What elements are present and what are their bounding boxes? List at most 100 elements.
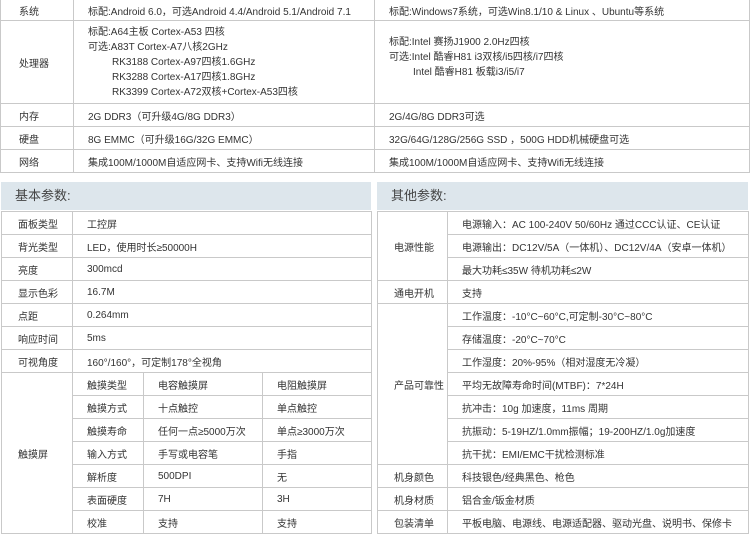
capacitive-value: 500DPI — [143, 464, 263, 488]
value: 0.264mm — [72, 303, 372, 327]
value: 存储温度：-20°C~70°C — [447, 326, 749, 350]
resistive-value: 支持 — [262, 510, 372, 534]
row-network: 网络 集成100M/1000M自适应网卡、支持Wifi无线连接 集成100M/1… — [0, 149, 750, 173]
basic-params-header: 基本参数: — [1, 182, 371, 210]
value: 300mcd — [72, 257, 372, 281]
value: 工作湿度：20%-95%（相对湿度无冷凝） — [447, 349, 749, 373]
windows-value: 32G/64G/128G/256G SSD ，500G HDD机械硬盘可选 — [374, 126, 750, 150]
basic-row: 点距 0.264mm — [1, 303, 372, 327]
power-label: 电源性能 — [377, 211, 448, 281]
power-row: 电源输出：DC12V/5A（一体机）、DC12V/4A（安卓一体机） — [378, 234, 749, 258]
value: 铝合金/钣金材质 — [447, 487, 749, 511]
line: RK3399 Cortex-A72双核+Cortex-A53四核 — [112, 86, 298, 98]
value: 抗冲击：10g 加速度，11ms 周期 — [447, 395, 749, 419]
row-memory: 内存 2G DDR3（可升级4G/8G DDR3） 2G/4G/8G DDR3可… — [0, 103, 750, 127]
label: 亮度 — [1, 257, 73, 281]
label: 网络 — [0, 149, 74, 173]
touch-row: 校准 支持 支持 — [2, 510, 372, 534]
os-comparison-table: 系统 标配:Android 6.0，可选Android 4.4/Android … — [0, 0, 750, 173]
material-row: 机身材质 铝合金/钣金材质 — [377, 487, 749, 511]
resistive-value: 单点触控 — [262, 395, 372, 419]
label: 硬盘 — [0, 126, 74, 150]
row-system: 系统 标配:Android 6.0，可选Android 4.4/Android … — [0, 0, 750, 21]
value: 抗干扰：EMI/EMC干扰检测标准 — [447, 441, 749, 465]
line: 标配:A64主板 Cortex-A53 四核 — [88, 26, 225, 38]
value: 工作温度：-10°C~60°C,可定制-30°C~80°C — [447, 303, 749, 327]
touch-attribute: 触摸寿命 — [72, 418, 144, 442]
value: 工控屏 — [72, 211, 372, 235]
reliability-label: 产品可靠性 — [377, 303, 448, 465]
reliability-row: 平均无故障寿命时间(MTBF)：7*24H — [378, 372, 749, 396]
line: 可选:A83T Cortex-A7八核2GHz — [88, 41, 228, 53]
power-row: 电源性能 电源输入：AC 100-240V 50/60Hz 通过CCC认证、CE认… — [377, 211, 749, 281]
capacitive-value: 支持 — [143, 510, 263, 534]
basic-row: 可视角度 160°/160°，可定制178°全视角 — [1, 349, 372, 373]
touch-attribute: 触摸方式 — [72, 395, 144, 419]
power-row: 最大功耗≤35W 待机功耗≤2W — [378, 257, 749, 281]
touch-row: 触摸寿命 任何一点≥5000万次 单点≥3000万次 — [2, 418, 372, 442]
label: 通电开机 — [377, 280, 448, 304]
basic-row: 显示色彩 16.7M — [1, 280, 372, 304]
capacitive-value: 任何一点≥5000万次 — [143, 418, 263, 442]
resistive-value: 手指 — [262, 441, 372, 465]
value: 抗振动：5-19HZ/1.0mm振幅；19-200HZ/1.0g加速度 — [447, 418, 749, 442]
value: 160°/160°，可定制178°全视角 — [72, 349, 372, 373]
other-params-table: 电源性能 电源输入：AC 100-240V 50/60Hz 通过CCC认证、CE认… — [377, 211, 749, 534]
windows-value: 标配:Intel 赛扬J1900 2.0Hz四核 可选:Intel 酷睿H81 … — [374, 20, 750, 104]
touch-attribute: 输入方式 — [72, 441, 144, 465]
basic-row: 背光类型 LED，使用时长≥50000H — [1, 234, 372, 258]
capacitive-value: 手写或电容笔 — [143, 441, 263, 465]
android-value: 标配:A64主板 Cortex-A53 四核 可选:A83T Cortex-A7… — [73, 20, 375, 104]
touch-row: 触摸屏 触摸类型 电容触摸屏 电阻触摸屏 — [1, 372, 372, 534]
touch-attribute: 表面硬度 — [72, 487, 144, 511]
resistive-value: 单点≥3000万次 — [262, 418, 372, 442]
label: 响应时间 — [1, 326, 73, 350]
basic-row: 响应时间 5ms — [1, 326, 372, 350]
touch-label: 触摸屏 — [1, 372, 73, 534]
capacitive-value: 7H — [143, 487, 263, 511]
windows-value: 2G/4G/8G DDR3可选 — [374, 103, 750, 127]
label: 系统 — [0, 0, 74, 21]
android-value: 集成100M/1000M自适应网卡、支持Wifi无线连接 — [73, 149, 375, 173]
value: 5ms — [72, 326, 372, 350]
line: Intel 酷睿H81 板载i3/i5/i7 — [413, 66, 525, 78]
line: 标配:Intel 赛扬J1900 2.0Hz四核 — [389, 36, 530, 48]
label: 可视角度 — [1, 349, 73, 373]
poweron-row: 通电开机 支持 — [377, 280, 749, 304]
label: 显示色彩 — [1, 280, 73, 304]
value: 电源输出：DC12V/5A（一体机）、DC12V/4A（安卓一体机） — [447, 234, 749, 258]
windows-value: 标配:Windows7系统，可选Win8.1/10 & Linux 、Ubunt… — [374, 0, 750, 21]
other-params-header: 其他参数: — [377, 182, 748, 210]
label: 机身颜色 — [377, 464, 448, 488]
value: 16.7M — [72, 280, 372, 304]
value: 科技银色/经典黑色、枪色 — [447, 464, 749, 488]
line: RK3188 Cortex-A97四核1.6GHz — [112, 56, 256, 68]
line: 可选:Intel 酷睿H81 i3双核/i5四核/i7四核 — [389, 51, 564, 63]
value: LED，使用时长≥50000H — [72, 234, 372, 258]
touch-attribute: 校准 — [72, 510, 144, 534]
color-row: 机身颜色 科技银色/经典黑色、枪色 — [377, 464, 749, 488]
row-processor: 处理器 标配:A64主板 Cortex-A53 四核 可选:A83T Corte… — [0, 20, 750, 104]
reliability-row: 工作湿度：20%-95%（相对湿度无冷凝） — [378, 349, 749, 373]
resistive-value: 3H — [262, 487, 372, 511]
android-value: 8G EMMC（可升级16G/32G EMMC） — [73, 126, 375, 150]
capacitive-value: 十点触控 — [143, 395, 263, 419]
label: 面板类型 — [1, 211, 73, 235]
resistive-value: 电阻触摸屏 — [262, 372, 372, 396]
basic-params-table: 面板类型 工控屏 背光类型 LED，使用时长≥50000H 亮度 300mcd 显示色彩 16… — [1, 211, 372, 534]
line: RK3288 Cortex-A17四核1.8GHz — [112, 71, 256, 83]
value: 平板电脑、电源线、电源适配器、驱动光盘、说明书、保修卡 — [447, 510, 749, 534]
label: 背光类型 — [1, 234, 73, 258]
touch-attribute: 解析度 — [72, 464, 144, 488]
basic-row: 面板类型 工控屏 — [1, 211, 372, 235]
label: 机身材质 — [377, 487, 448, 511]
packing-row: 包装清单 平板电脑、电源线、电源适配器、驱动光盘、说明书、保修卡 — [377, 510, 749, 534]
capacitive-value: 电容触摸屏 — [143, 372, 263, 396]
android-value: 2G DDR3（可升级4G/8G DDR3） — [73, 103, 375, 127]
value: 平均无故障寿命时间(MTBF)：7*24H — [447, 372, 749, 396]
reliability-row: 抗振动：5-19HZ/1.0mm振幅；19-200HZ/1.0g加速度 — [378, 418, 749, 442]
reliability-row: 存储温度：-20°C~70°C — [378, 326, 749, 350]
touch-row: 表面硬度 7H 3H — [2, 487, 372, 511]
label: 内存 — [0, 103, 74, 127]
touch-attribute: 触摸类型 — [72, 372, 144, 396]
